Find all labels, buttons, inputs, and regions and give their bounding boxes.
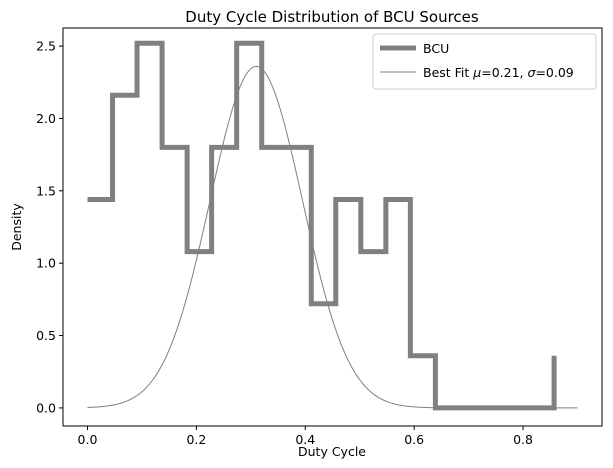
chart-title: Duty Cycle Distribution of BCU Sources [185,8,479,26]
y-tick-label: 2.0 [36,111,56,126]
legend-label-best-fit: Best Fit μ=0.21, σ=0.09 [423,65,574,80]
legend-label-bcu: BCU [423,41,449,56]
legend-label-best-fit-prefix: Best Fit [423,65,473,80]
y-tick-label: 0.0 [36,400,56,415]
bcu-step-line [87,40,557,411]
x-tick-label: 0.2 [186,432,206,447]
mu-symbol: μ [472,65,481,80]
sigma-symbol: σ [528,65,537,80]
y-tick-label: 1.5 [36,183,56,198]
y-tick-label: 2.5 [36,39,56,54]
series-layer [87,40,578,411]
x-tick-label: 0.4 [295,432,315,447]
x-axis-label: Duty Cycle [298,444,366,459]
plot-frame [62,27,603,427]
x-tick-label: 0.8 [513,432,533,447]
x-tick-label: 0.6 [404,432,424,447]
legend-label-best-fit-mu: =0.21, [481,65,527,80]
legend-box [372,33,597,90]
y-tick-label: 1.0 [36,256,56,271]
x-axis: 0.0 0.2 0.4 0.6 0.8 [78,426,533,447]
y-tick-label: 0.5 [36,328,56,343]
plot-area [62,27,603,427]
x-tick-label: 0.0 [78,432,98,447]
y-axis: 0.0 0.5 1.0 1.5 2.0 2.5 [36,39,63,415]
legend: BCU Best Fit μ=0.21, σ=0.09 [372,33,597,90]
y-axis-label: Density [9,203,24,251]
legend-label-best-fit-sigma: =0.09 [535,65,573,80]
